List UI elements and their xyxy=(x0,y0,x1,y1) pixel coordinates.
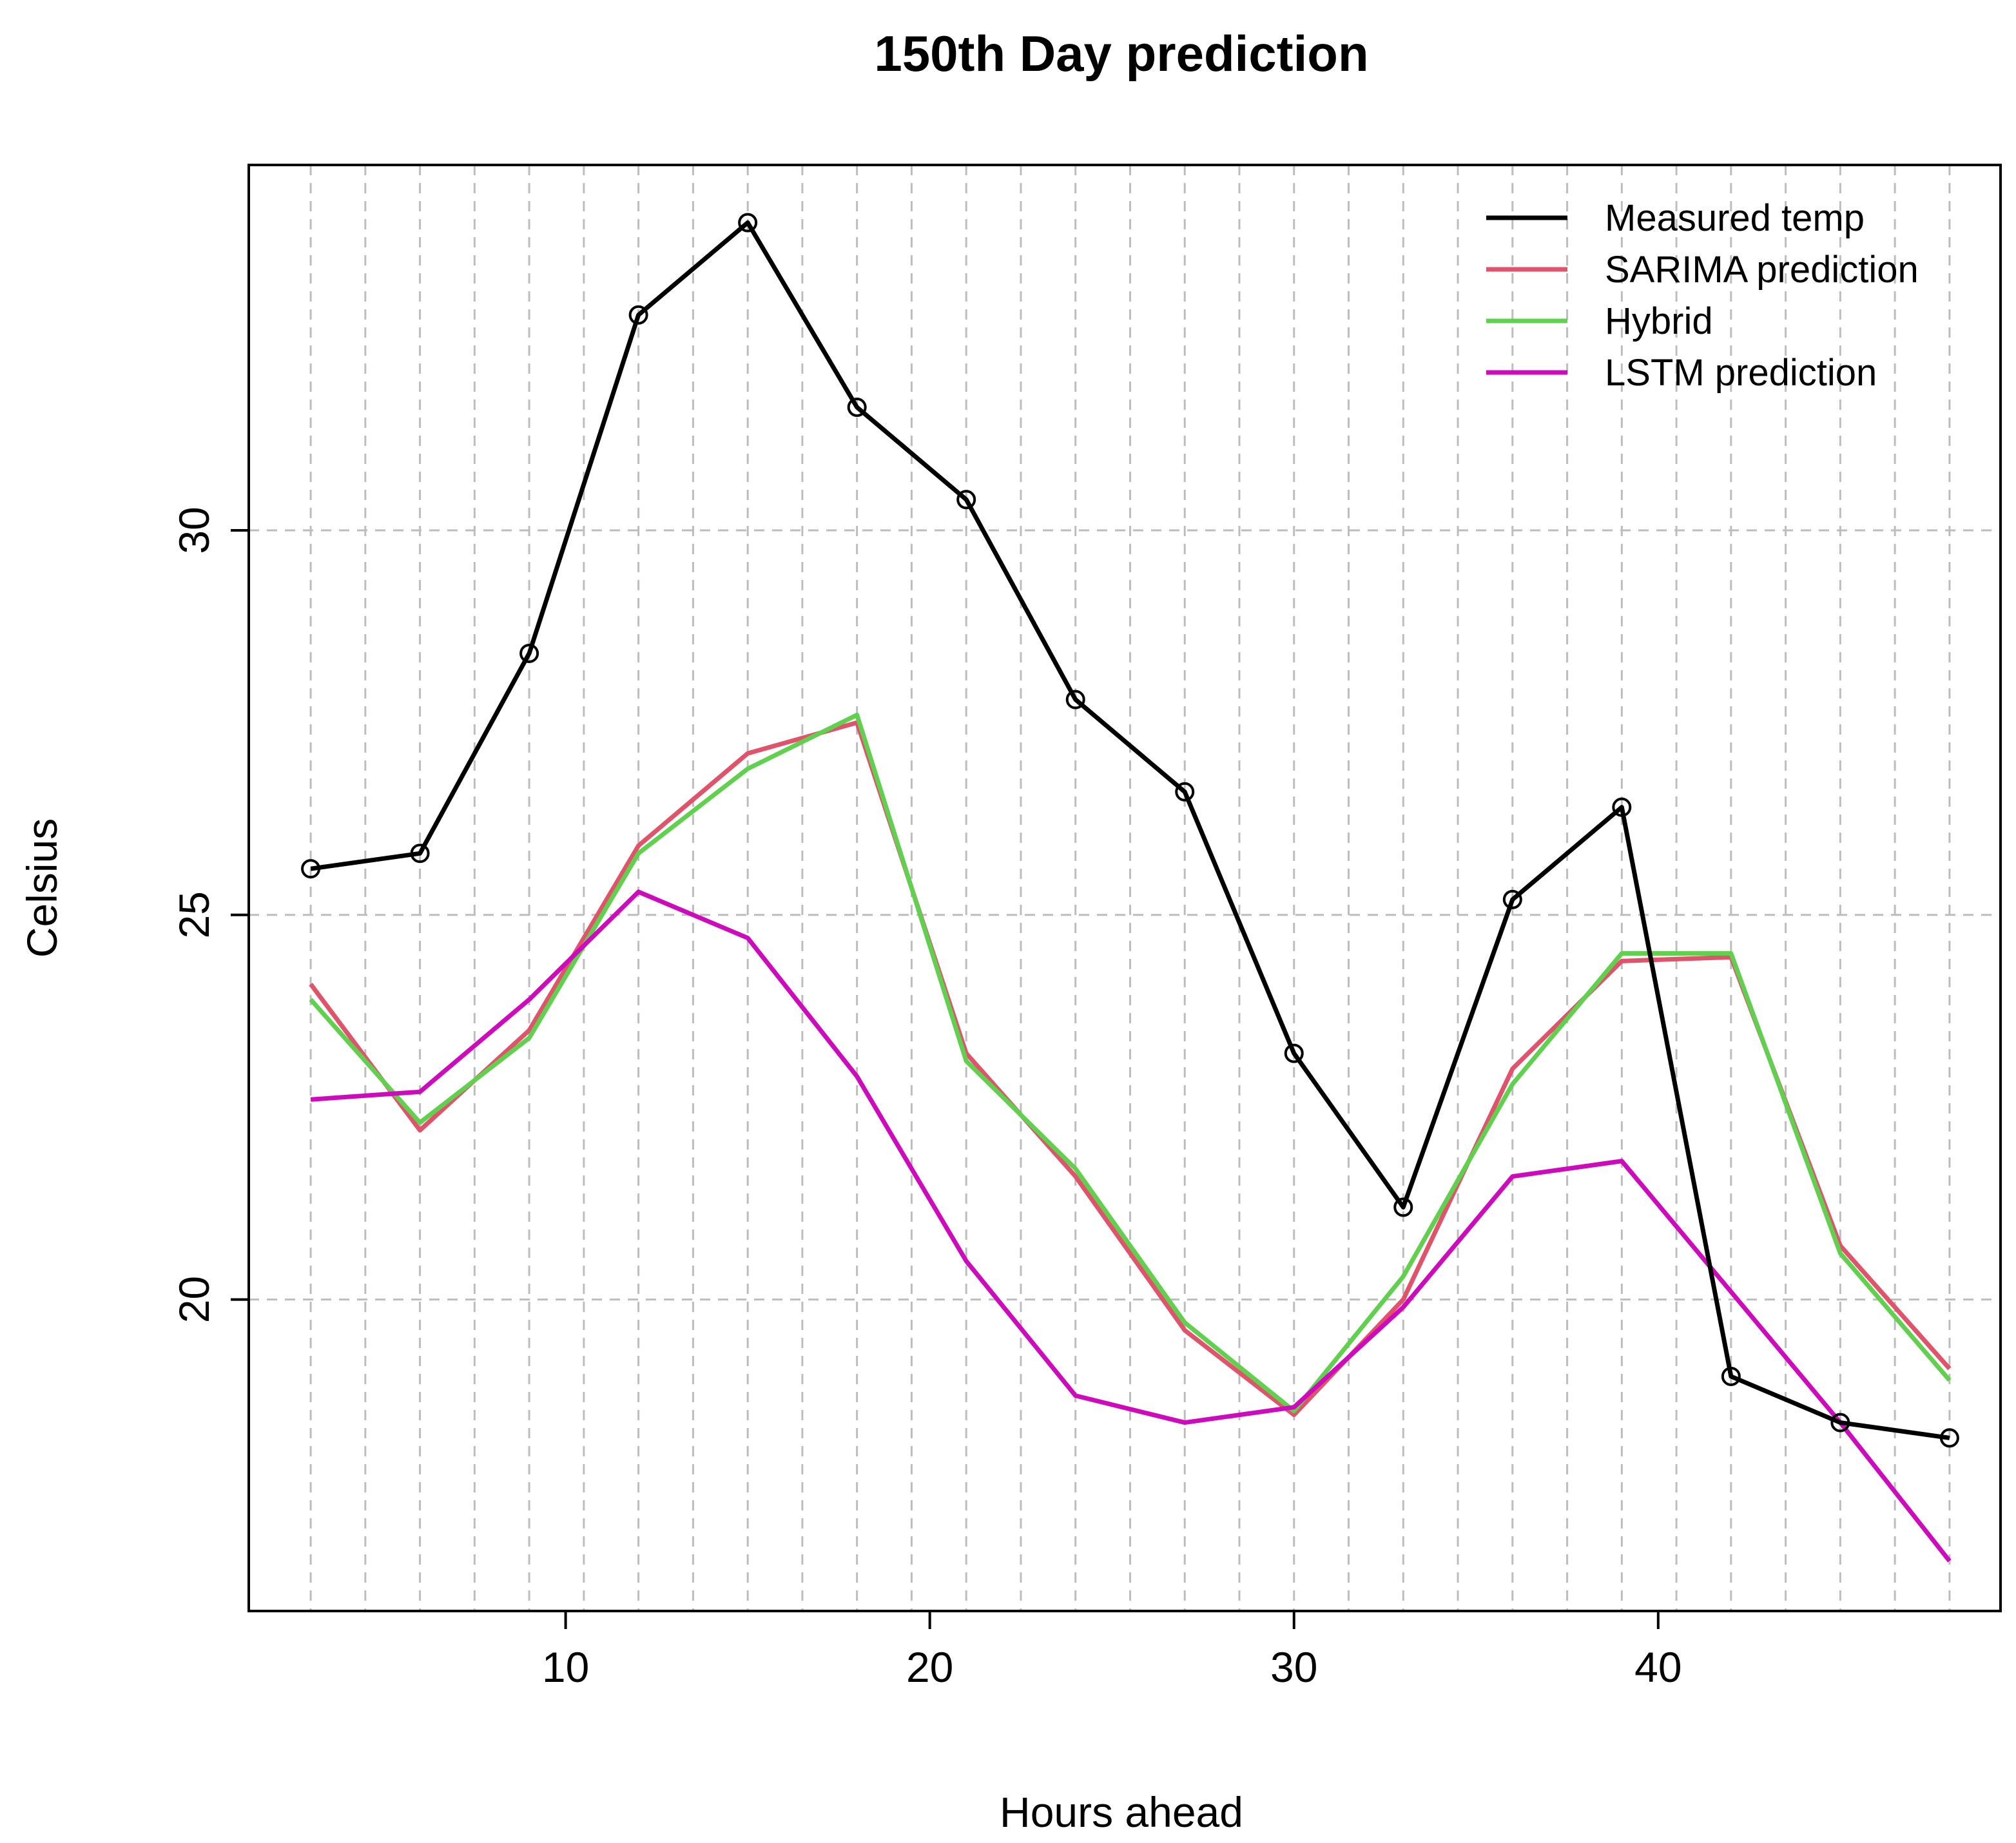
series-layer xyxy=(301,213,1959,1563)
data-point xyxy=(956,490,976,510)
data-point xyxy=(1284,1043,1304,1063)
data-point xyxy=(1721,1366,1741,1386)
legend-label-sarima-prediction: SARIMA prediction xyxy=(1605,249,1919,291)
x-tick-label: 10 xyxy=(542,1643,589,1691)
y-tick-label: 25 xyxy=(170,891,218,938)
data-point xyxy=(1502,889,1522,909)
series-line-measured-temp xyxy=(310,220,1950,1440)
legend-label-hybrid: Hybrid xyxy=(1605,300,1713,342)
data-point xyxy=(410,844,430,864)
data-point xyxy=(1830,1413,1850,1433)
data-point xyxy=(738,213,758,233)
legend: Measured temp SARIMA prediction Hybrid LSTM… xyxy=(1486,197,1919,394)
x-tick-label: 30 xyxy=(1270,1643,1317,1691)
axes: 10 20 30 40 20 25 30 xyxy=(170,507,1682,1691)
x-tick-label: 20 xyxy=(906,1643,953,1691)
data-point xyxy=(1612,797,1632,817)
y-axis-label: Celsius xyxy=(18,818,66,958)
grid xyxy=(249,165,2001,1611)
data-point xyxy=(1393,1197,1413,1217)
x-axis-label: Hours ahead xyxy=(1000,1788,1243,1836)
data-point xyxy=(1939,1428,1959,1448)
y-tick-label: 20 xyxy=(170,1276,218,1323)
x-tick-label: 40 xyxy=(1634,1643,1682,1691)
series-line-sarima-prediction xyxy=(309,720,1952,1418)
series-line-lstm-prediction xyxy=(310,889,1952,1563)
legend-label-measured-temp: Measured temp xyxy=(1605,197,1865,239)
data-point xyxy=(628,305,648,325)
y-tick-label: 30 xyxy=(170,507,218,554)
data-point xyxy=(301,859,321,879)
data-point xyxy=(1175,782,1195,802)
data-point xyxy=(519,643,539,663)
data-point xyxy=(1065,690,1085,709)
chart-title: 150th Day prediction xyxy=(874,25,1368,82)
legend-label-lstm-prediction: LSTM prediction xyxy=(1605,352,1877,394)
data-point xyxy=(847,397,867,417)
